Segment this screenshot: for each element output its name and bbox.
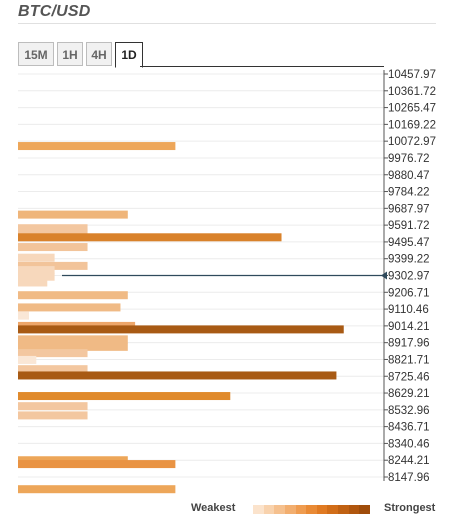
confluence-bar xyxy=(18,272,55,281)
confluence-bar xyxy=(18,371,337,380)
confluence-bar xyxy=(18,365,88,374)
y-tick-label: 9014.21 xyxy=(388,321,430,333)
legend-gradient xyxy=(253,505,371,514)
confluence-bar xyxy=(18,243,88,252)
legend-swatch xyxy=(253,505,264,514)
legend-swatch xyxy=(274,505,285,514)
confluence-bar xyxy=(18,303,121,312)
confluence-bar xyxy=(18,342,128,351)
y-tick-label: 9687.97 xyxy=(388,203,430,215)
current-price-marker xyxy=(381,271,387,280)
confluence-bar xyxy=(18,142,176,151)
legend-swatch xyxy=(316,505,328,514)
legend-weakest-label: Weakest xyxy=(191,502,236,514)
confluence-bar xyxy=(18,224,88,233)
legend-swatch xyxy=(338,505,349,514)
timeframe-tabs: 15M 1H 4H 1D xyxy=(18,42,146,68)
title-divider xyxy=(18,23,436,24)
y-tick-label: 10265.47 xyxy=(388,103,436,115)
confluence-bar xyxy=(18,325,344,334)
confluence-bar xyxy=(18,253,55,262)
legend-swatch xyxy=(295,505,307,514)
confluence-bar xyxy=(18,311,29,320)
confluence-bar xyxy=(18,355,37,364)
legend-swatch xyxy=(284,505,296,514)
y-tick-label: 10169.22 xyxy=(388,119,436,131)
y-tick-label: 9880.47 xyxy=(388,170,430,182)
confluence-bar xyxy=(18,335,128,344)
tab-1d[interactable]: 1D xyxy=(115,42,143,68)
legend-swatch xyxy=(348,505,360,514)
legend-strongest-label: Strongest xyxy=(384,502,436,514)
confluence-bar xyxy=(18,278,48,287)
y-tick-label: 9110.46 xyxy=(388,304,429,316)
legend-swatch xyxy=(306,505,317,514)
confluence-bar xyxy=(18,402,88,411)
y-tick-label: 8821.71 xyxy=(388,354,430,366)
confluence-bar xyxy=(18,261,88,270)
y-tick-label: 8244.21 xyxy=(388,455,430,467)
y-tick-label: 8532.96 xyxy=(388,405,430,417)
confluence-bar xyxy=(18,266,55,275)
confluence-bar xyxy=(18,233,282,242)
y-tick-label: 9591.72 xyxy=(388,220,430,232)
y-tick-label: 9784.22 xyxy=(388,187,430,199)
confluence-bar xyxy=(18,210,128,219)
legend-swatch xyxy=(327,505,339,514)
legend-swatch xyxy=(359,505,371,514)
y-tick-label: 8917.96 xyxy=(388,338,430,350)
y-tick-label: 10072.97 xyxy=(388,136,436,148)
y-tick-label: 9976.72 xyxy=(388,153,430,165)
legend-swatch xyxy=(263,505,275,514)
y-tick-label: 8436.71 xyxy=(388,422,430,434)
tab-1h[interactable]: 1H xyxy=(57,42,83,66)
y-tick-label: 10361.72 xyxy=(388,86,436,98)
y-tick-label: 9206.71 xyxy=(388,287,430,299)
confluence-bar xyxy=(18,485,176,494)
confluence-bar xyxy=(18,392,231,401)
y-tick-label: 9302.97 xyxy=(388,271,430,283)
tab-4h[interactable]: 4H xyxy=(86,42,112,66)
tab-underline xyxy=(140,66,384,67)
chart-title: BTC/USD xyxy=(18,3,91,20)
y-tick-label: 10457.97 xyxy=(388,69,436,81)
confluence-bar xyxy=(18,411,88,420)
y-tick-label: 9399.22 xyxy=(388,254,430,266)
y-tick-label: 8629.21 xyxy=(388,388,430,400)
y-tick-label: 8725.46 xyxy=(388,371,430,383)
confluence-bar xyxy=(18,460,176,469)
confluence-bar xyxy=(18,291,128,300)
y-tick-label: 9495.47 xyxy=(388,237,430,249)
confluence-bar xyxy=(18,349,88,358)
y-tick-label: 8147.96 xyxy=(388,472,430,484)
tab-15m[interactable]: 15M xyxy=(18,42,54,66)
y-tick-label: 8340.46 xyxy=(388,438,430,450)
confluence-bar xyxy=(18,228,88,237)
